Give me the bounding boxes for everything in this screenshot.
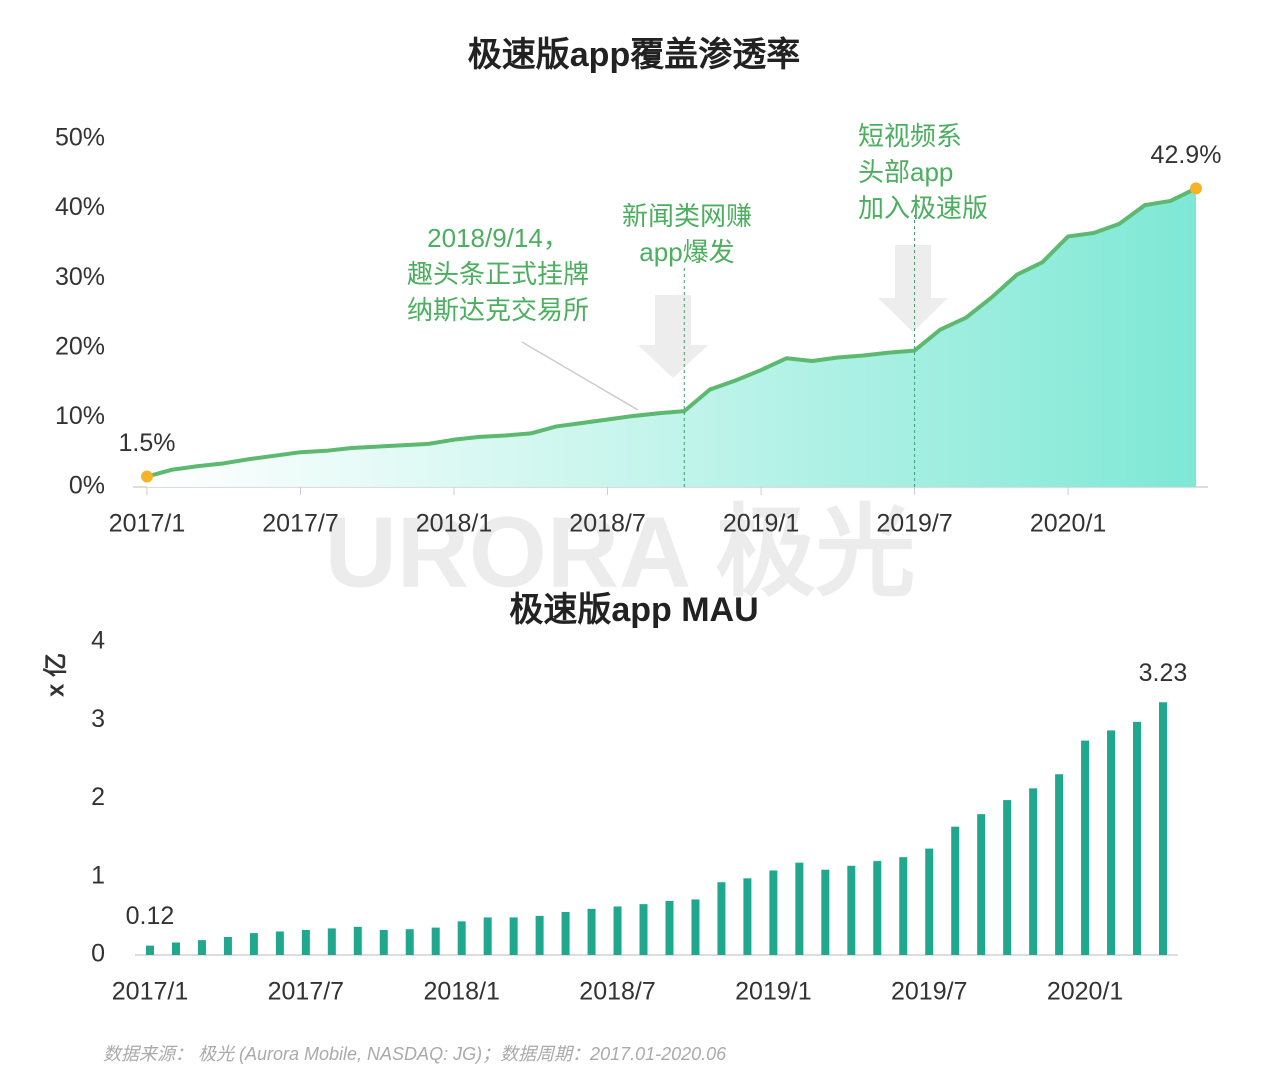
- bar: [1003, 800, 1012, 955]
- bar: [795, 862, 804, 955]
- value-label: 1.5%: [119, 429, 176, 457]
- bar: [457, 921, 466, 955]
- bar: [1107, 730, 1116, 955]
- x-tick-label: 2018/1: [416, 510, 492, 538]
- y-tick-label: 20%: [55, 332, 105, 360]
- bar: [275, 931, 284, 955]
- bar: [405, 929, 414, 955]
- y-axis-label: x 亿: [42, 653, 69, 697]
- bar: [769, 870, 778, 955]
- bar: [587, 908, 596, 955]
- value-label: 3.23: [1139, 659, 1188, 687]
- x-tick-label: 2019/7: [891, 978, 967, 1006]
- line: [146, 186, 1197, 479]
- y-tick-label: 4: [91, 627, 105, 655]
- x-tick-label: 2018/7: [569, 510, 645, 538]
- marker: [141, 470, 153, 483]
- bar: [483, 917, 492, 955]
- bar: [535, 915, 544, 955]
- annotation: 短视频系: [858, 121, 962, 151]
- bar: [847, 865, 856, 955]
- bar: [197, 940, 206, 955]
- bar: [146, 945, 154, 955]
- bar: [301, 929, 310, 955]
- bar: [327, 928, 336, 955]
- x-tick-label: 2018/7: [579, 978, 655, 1006]
- annotation: 新闻类网赚: [622, 201, 752, 231]
- bar: [171, 942, 180, 955]
- x-tick-label: 2019/1: [735, 978, 811, 1006]
- bar: [899, 857, 908, 955]
- bar: [691, 899, 700, 955]
- chart-title: 极速版app覆盖渗透率: [468, 36, 800, 74]
- x-tick-label: 2018/1: [423, 978, 499, 1006]
- chart-title: 极速版app MAU: [509, 591, 758, 629]
- y-tick-label: 3: [91, 705, 105, 733]
- bar: [1029, 788, 1038, 955]
- x-tick-label: 2019/1: [723, 510, 799, 538]
- x-tick-label: 2017/1: [109, 510, 185, 538]
- annotation: 头部app: [858, 157, 953, 187]
- bar: [1081, 740, 1090, 955]
- marker: [1190, 182, 1202, 195]
- annotation: 趣头条正式挂牌: [407, 259, 589, 289]
- bar: [1055, 774, 1064, 955]
- annotation: 加入极速版: [858, 193, 988, 223]
- bar: [561, 911, 570, 955]
- y-tick-label: 2: [91, 783, 105, 811]
- bar: [743, 878, 752, 955]
- bar: [873, 861, 882, 955]
- x-tick-label: 2017/7: [268, 978, 344, 1006]
- bar: [639, 904, 648, 955]
- value-label: 42.9%: [1151, 141, 1222, 169]
- y-tick-label: 0: [91, 940, 105, 968]
- bar: [379, 929, 388, 955]
- annotation: 纳斯达克交易所: [407, 295, 589, 325]
- bar: [431, 927, 440, 955]
- bar: [1133, 721, 1142, 955]
- annotation: 2018/9/14，: [427, 223, 569, 253]
- bar: [249, 933, 258, 955]
- x-tick-label: 2017/7: [262, 510, 338, 538]
- watermark: URORA 极光: [325, 496, 916, 608]
- bar: [509, 917, 518, 955]
- source: 数据来源： 极光 (Aurora Mobile, NASDAQ: JG)；数据周…: [103, 1044, 727, 1064]
- y-tick-label: 30%: [55, 263, 105, 291]
- bar: [665, 901, 674, 955]
- bar: [951, 826, 960, 955]
- bar: [1159, 702, 1167, 955]
- x-tick-label: 2020/1: [1030, 510, 1106, 538]
- bar: [353, 926, 362, 955]
- bar: [223, 937, 232, 955]
- value-label: 0.12: [126, 902, 175, 930]
- area: [147, 188, 1196, 487]
- bar: [717, 882, 726, 955]
- y-tick-label: 50%: [55, 124, 105, 152]
- x-tick-label: 2020/1: [1047, 978, 1123, 1006]
- x-tick-label: 2017/1: [112, 978, 188, 1006]
- bar: [613, 906, 622, 955]
- bar: [821, 869, 830, 955]
- bar: [925, 848, 934, 955]
- arrow: [878, 245, 948, 332]
- x-tick-label: 2019/7: [876, 510, 952, 538]
- bar: [977, 814, 986, 955]
- annotation: app爆发: [639, 237, 734, 267]
- y-tick-label: 1: [91, 861, 105, 889]
- arrow: [638, 295, 708, 378]
- pointer-line: [521, 341, 639, 411]
- y-tick-label: 10%: [55, 402, 105, 430]
- y-tick-label: 0%: [69, 472, 105, 500]
- y-tick-label: 40%: [55, 193, 105, 221]
